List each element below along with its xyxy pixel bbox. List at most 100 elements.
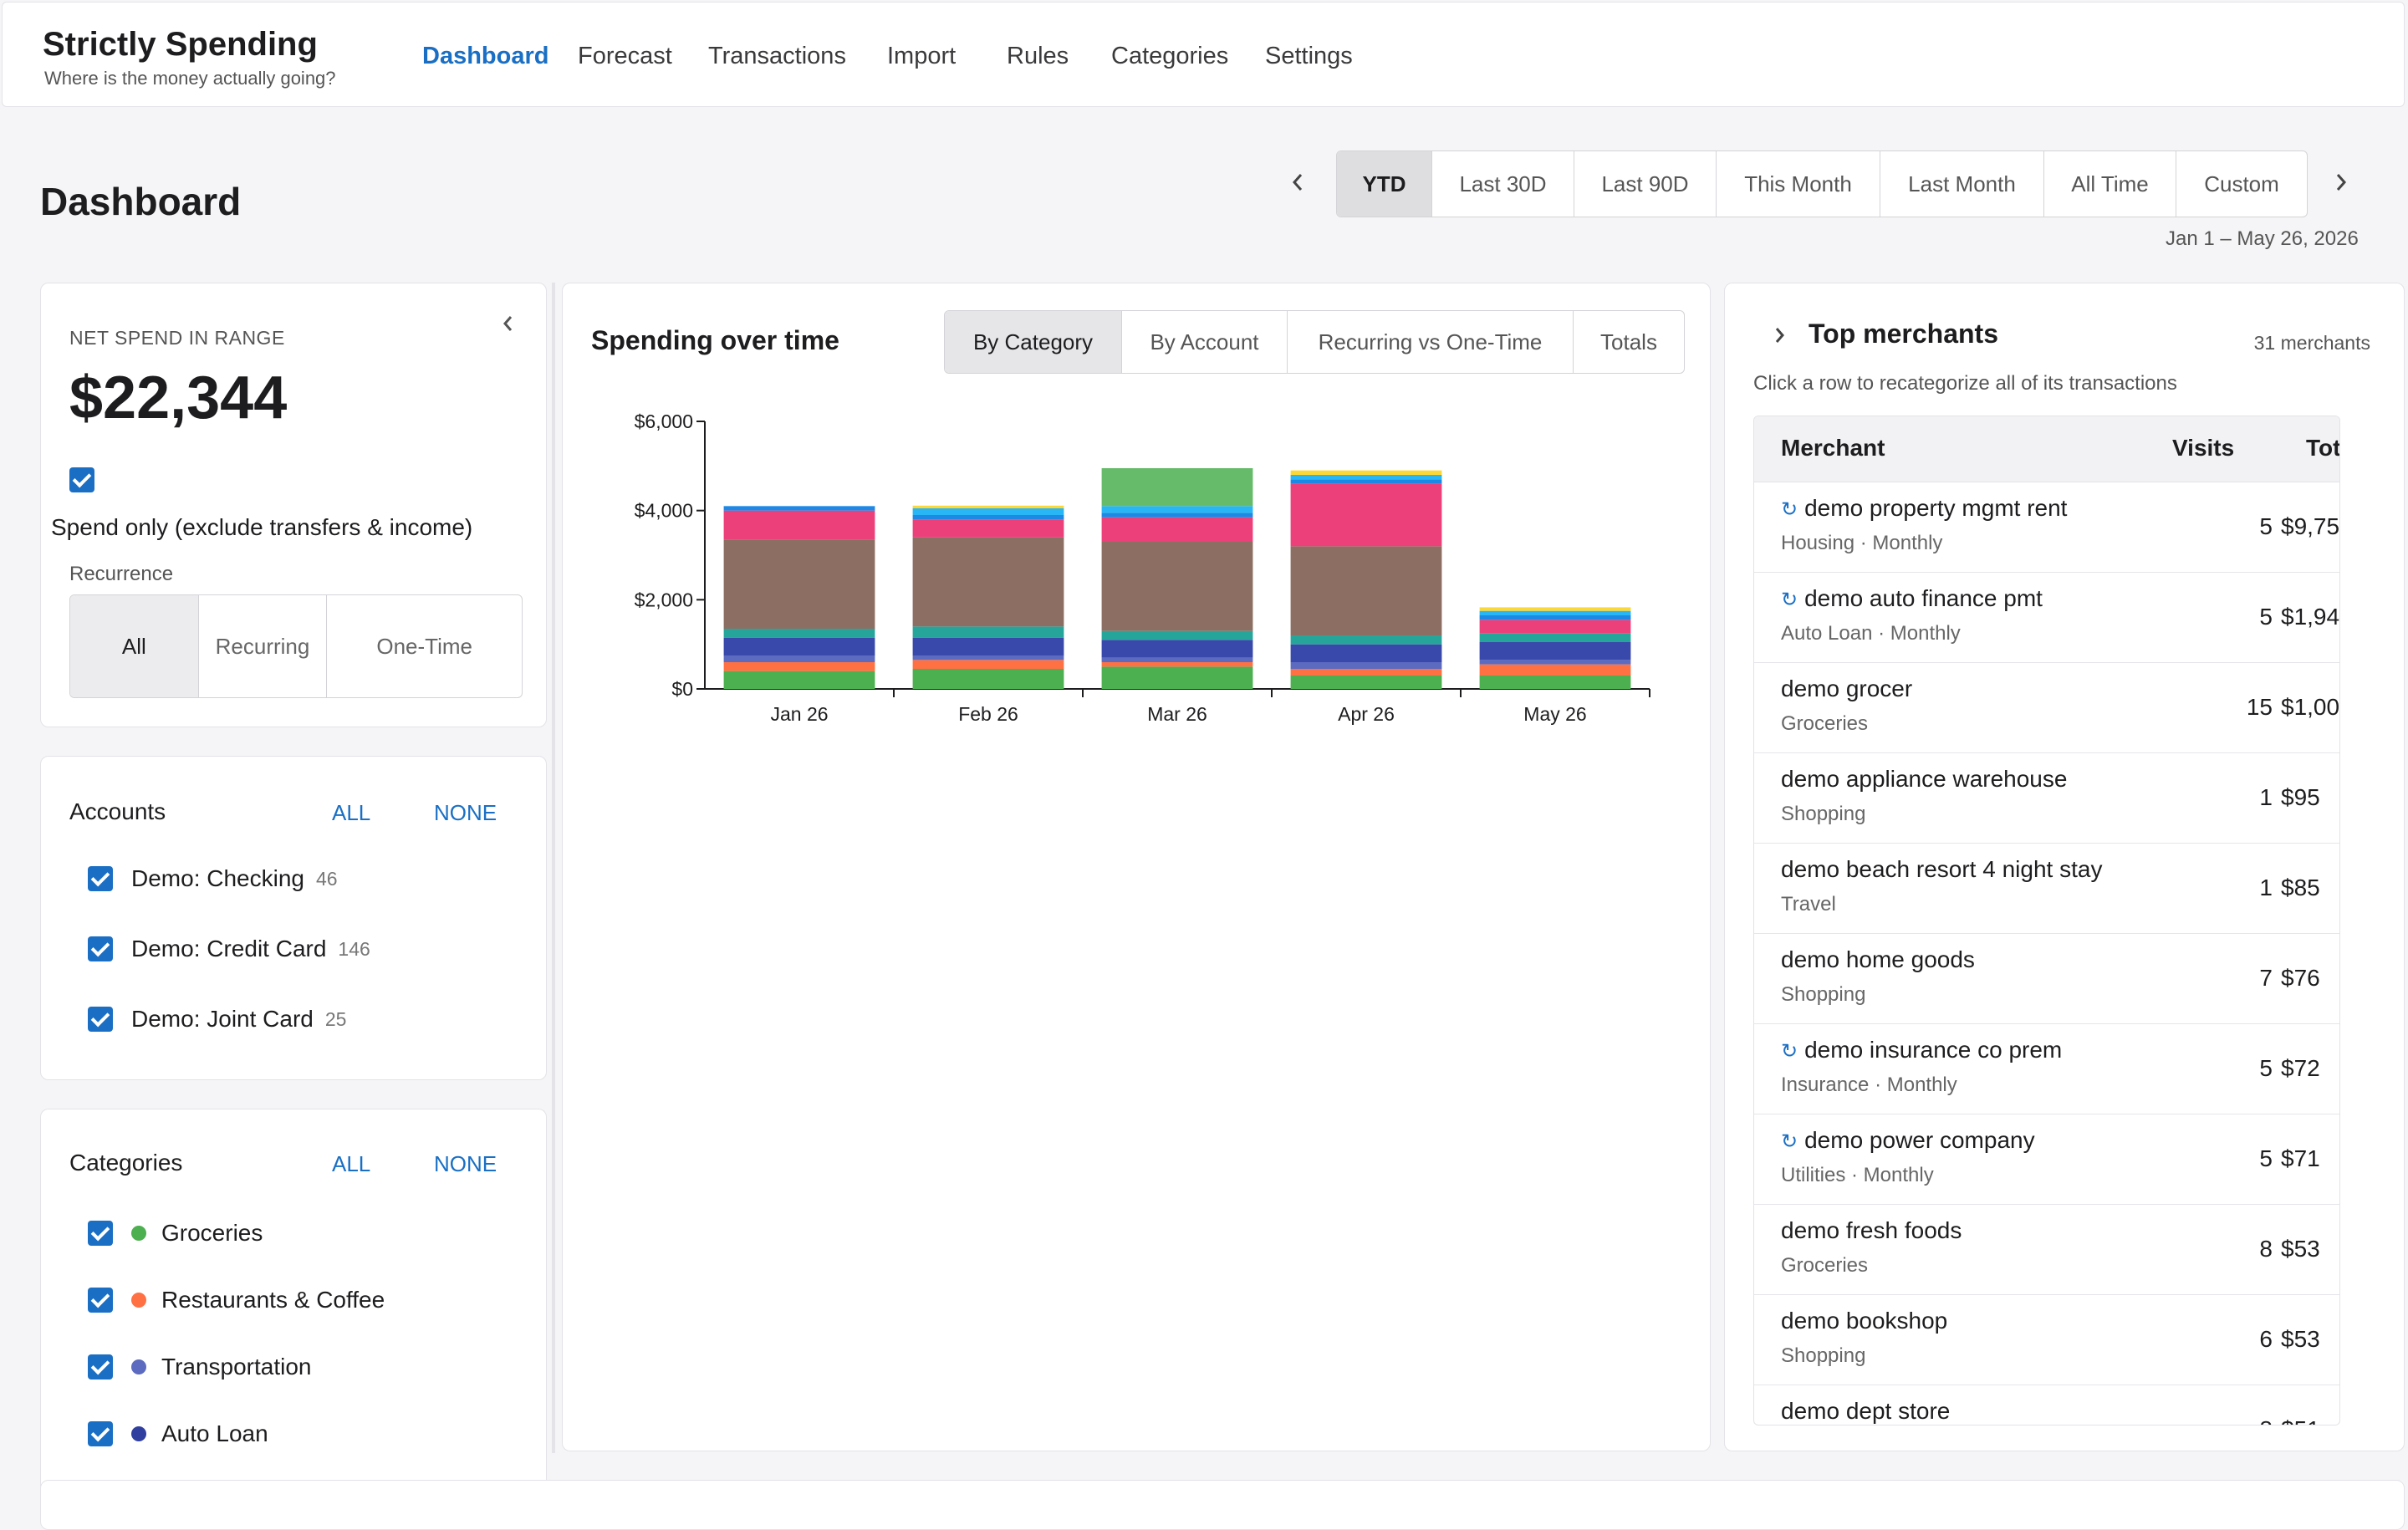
bar-segment[interactable] bbox=[723, 671, 875, 689]
range-last-30d[interactable]: Last 30D bbox=[1432, 151, 1574, 217]
account-joint-card[interactable]: Demo: Joint Card 25 bbox=[88, 1006, 346, 1033]
tab-recurring-vs-one-time[interactable]: Recurring vs One-Time bbox=[1288, 311, 1574, 373]
recurrence-all[interactable]: All bbox=[70, 595, 199, 697]
bar-segment[interactable] bbox=[912, 669, 1064, 689]
table-row[interactable]: ↻ demo power company Utilities · Monthly 5 $… bbox=[1754, 1114, 2339, 1205]
tab-by-account[interactable]: By Account bbox=[1122, 311, 1288, 373]
table-row[interactable]: demo fresh foods Groceries 8 $53 bbox=[1754, 1204, 2339, 1295]
nav-forecast[interactable]: Forecast bbox=[578, 43, 672, 69]
range-custom[interactable]: Custom bbox=[2204, 171, 2279, 196]
sidebar-scrollbar[interactable] bbox=[552, 283, 555, 1453]
table-row[interactable]: demo home goods Shopping 7 $76 bbox=[1754, 933, 2339, 1024]
bar-segment[interactable] bbox=[723, 506, 875, 511]
checkbox[interactable] bbox=[88, 1421, 113, 1446]
bar-segment[interactable] bbox=[912, 655, 1064, 660]
bar-segment[interactable] bbox=[1101, 666, 1253, 689]
bar-segment[interactable] bbox=[1290, 546, 1442, 635]
bar-segment[interactable] bbox=[1479, 607, 1631, 611]
bar-segment[interactable] bbox=[1290, 635, 1442, 645]
table-row[interactable]: demo dept store 8 $51 bbox=[1754, 1385, 2339, 1425]
recurrence-recurring[interactable]: Recurring bbox=[199, 595, 328, 697]
bar-segment[interactable] bbox=[912, 637, 1064, 655]
column-total[interactable]: Tot bbox=[2306, 435, 2340, 461]
table-row[interactable]: demo grocer Groceries 15 $1,00 bbox=[1754, 662, 2339, 753]
table-row[interactable]: ↻ demo insurance co prem Insurance · Month… bbox=[1754, 1023, 2339, 1114]
nav-dashboard[interactable]: Dashboard bbox=[422, 43, 549, 69]
range-last-month[interactable]: Last Month bbox=[1880, 151, 2044, 217]
bar-segment[interactable] bbox=[1479, 660, 1631, 665]
nav-rules[interactable]: Rules bbox=[1007, 43, 1069, 69]
bar-segment[interactable] bbox=[723, 637, 875, 655]
bar-segment[interactable] bbox=[1101, 657, 1253, 662]
bar-segment[interactable] bbox=[1101, 640, 1253, 658]
bar-segment[interactable] bbox=[1101, 662, 1253, 667]
nav-import[interactable]: Import bbox=[887, 43, 957, 69]
checkbox[interactable] bbox=[88, 1354, 113, 1380]
bar-segment[interactable] bbox=[1479, 615, 1631, 620]
bar-segment[interactable] bbox=[1290, 676, 1442, 689]
bar-segment[interactable] bbox=[1290, 669, 1442, 676]
spend-only-checkbox[interactable] bbox=[69, 467, 94, 497]
bar-segment[interactable] bbox=[723, 539, 875, 629]
bar-segment[interactable] bbox=[1290, 479, 1442, 484]
bar-segment[interactable] bbox=[1101, 506, 1253, 513]
bar-segment[interactable] bbox=[1101, 630, 1253, 640]
bar-segment[interactable] bbox=[912, 508, 1064, 515]
bar-segment[interactable] bbox=[1290, 483, 1442, 547]
nav-settings[interactable]: Settings bbox=[1265, 43, 1353, 69]
categories-all-button[interactable]: ALL bbox=[332, 1151, 371, 1176]
bar-segment[interactable] bbox=[1479, 620, 1631, 634]
categories-none-button[interactable]: NONE bbox=[434, 1151, 497, 1176]
bar-segment[interactable] bbox=[1479, 642, 1631, 660]
bar-segment[interactable] bbox=[1290, 470, 1442, 475]
account-credit-card[interactable]: Demo: Credit Card 146 bbox=[88, 936, 370, 962]
bar-segment[interactable] bbox=[1101, 468, 1253, 507]
category-groceries[interactable]: Groceries bbox=[88, 1220, 263, 1247]
tab-totals[interactable]: Totals bbox=[1600, 329, 1657, 354]
bar-segment[interactable] bbox=[1101, 517, 1253, 542]
table-row[interactable]: ↻ demo property mgmt rent Housing · Monthl… bbox=[1754, 482, 2339, 573]
accounts-all-button[interactable]: ALL bbox=[332, 800, 371, 825]
bar-segment[interactable] bbox=[1479, 633, 1631, 642]
range-this-month[interactable]: This Month bbox=[1717, 151, 1880, 217]
table-row[interactable]: demo appliance warehouse Shopping 1 $95 bbox=[1754, 752, 2339, 844]
range-ytd[interactable]: YTD bbox=[1337, 151, 1432, 217]
bar-segment[interactable] bbox=[912, 660, 1064, 669]
range-next-button[interactable] bbox=[2324, 164, 2358, 201]
bar-segment[interactable] bbox=[912, 505, 1064, 508]
collapse-sidebar-button[interactable] bbox=[499, 314, 516, 338]
checkbox[interactable] bbox=[88, 866, 113, 891]
range-prev-button[interactable] bbox=[1281, 164, 1314, 201]
bar-segment[interactable] bbox=[1101, 513, 1253, 518]
checkbox[interactable] bbox=[88, 1288, 113, 1313]
expand-merchants-button[interactable] bbox=[1772, 325, 1788, 349]
bar-segment[interactable] bbox=[723, 510, 875, 540]
bar-segment[interactable] bbox=[912, 515, 1064, 520]
category-transportation[interactable]: Transportation bbox=[88, 1354, 312, 1380]
recurrence-one-time[interactable]: One-Time bbox=[376, 634, 472, 659]
bar-segment[interactable] bbox=[912, 626, 1064, 638]
bar-segment[interactable] bbox=[912, 537, 1064, 627]
accounts-none-button[interactable]: NONE bbox=[434, 800, 497, 825]
bar-segment[interactable] bbox=[723, 662, 875, 671]
checkbox[interactable] bbox=[88, 936, 113, 961]
nav-categories[interactable]: Categories bbox=[1111, 43, 1229, 69]
bar-segment[interactable] bbox=[912, 519, 1064, 538]
bar-segment[interactable] bbox=[1101, 542, 1253, 631]
bar-segment[interactable] bbox=[723, 629, 875, 638]
nav-transactions[interactable]: Transactions bbox=[708, 43, 846, 69]
bar-segment[interactable] bbox=[1479, 610, 1631, 615]
column-merchant[interactable]: Merchant bbox=[1781, 435, 1885, 461]
account-checking[interactable]: Demo: Checking 46 bbox=[88, 865, 338, 892]
tab-by-category[interactable]: By Category bbox=[945, 311, 1122, 373]
table-row[interactable]: ↻ demo auto finance pmt Auto Loan · Monthl… bbox=[1754, 572, 2339, 663]
bar-segment[interactable] bbox=[1290, 644, 1442, 662]
range-all-time[interactable]: All Time bbox=[2044, 151, 2176, 217]
checkbox[interactable] bbox=[88, 1007, 113, 1032]
bar-segment[interactable] bbox=[1479, 664, 1631, 676]
table-row[interactable]: demo beach resort 4 night stay Travel 1 $85 bbox=[1754, 843, 2339, 934]
bar-segment[interactable] bbox=[1479, 676, 1631, 689]
bar-segment[interactable] bbox=[723, 655, 875, 662]
checkbox[interactable] bbox=[88, 1221, 113, 1246]
table-row[interactable]: demo bookshop Shopping 6 $53 bbox=[1754, 1294, 2339, 1385]
